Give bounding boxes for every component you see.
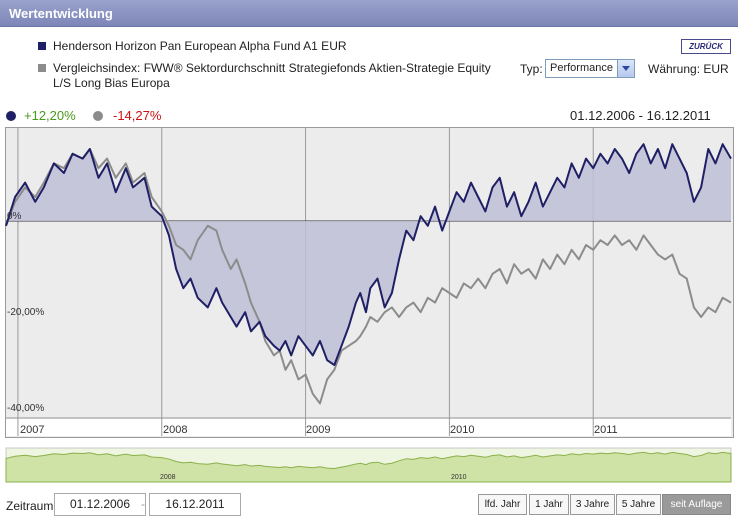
- x-tick-label-2007: 2007: [20, 424, 45, 436]
- title-bar: Wertentwicklung: [0, 0, 738, 27]
- type-select-value: Performance: [550, 62, 613, 74]
- index-dot-icon: [93, 111, 103, 121]
- performance-chart[interactable]: [0, 0, 738, 440]
- navigator-label-2008: 2008: [160, 474, 176, 481]
- index-legend-label-2: L/S Long Bias Europa: [53, 76, 170, 90]
- back-button[interactable]: ZURÜCK: [681, 39, 731, 54]
- x-tick-label-2008: 2008: [163, 424, 188, 436]
- y-tick-label-minus20: -20,00%: [7, 307, 45, 318]
- y-tick-label-0: 0%: [7, 211, 22, 222]
- x-axis-strip: [6, 419, 731, 436]
- date-to-input[interactable]: 16.12.2011: [149, 493, 241, 516]
- fund-legend-swatch: [38, 42, 46, 50]
- period-button-5y[interactable]: 5 Jahre: [616, 494, 661, 515]
- period-button-since-inception[interactable]: seit Auflage: [662, 494, 731, 515]
- type-select[interactable]: Performance: [545, 59, 635, 78]
- period-button-3y[interactable]: 3 Jahre: [570, 494, 615, 515]
- period-button-ytd[interactable]: lfd. Jahr: [478, 494, 527, 515]
- date-separator: -: [141, 497, 145, 511]
- x-tick-label-2011: 2011: [594, 424, 618, 436]
- date-from-input[interactable]: 01.12.2006: [54, 493, 146, 516]
- fund-series-line[interactable]: [5, 143, 732, 366]
- index-legend-swatch: [38, 64, 46, 72]
- x-tick-label-2010: 2010: [450, 424, 475, 436]
- timeline-navigator[interactable]: [0, 440, 738, 490]
- fund-performance: +12,20%: [24, 108, 76, 123]
- date-range: 01.12.2006 - 16.12.2011: [570, 108, 711, 123]
- y-tick-label-minus40: -40,00%: [7, 403, 45, 414]
- currency-label: Währung: EUR: [648, 62, 729, 76]
- typ-label: Typ:: [520, 62, 543, 76]
- navigator-label-2010: 2010: [451, 474, 467, 481]
- chevron-down-icon[interactable]: [617, 60, 634, 77]
- zeitraum-label: Zeitraum:: [6, 499, 57, 513]
- period-button-1y[interactable]: 1 Jahr: [529, 494, 569, 515]
- page-title: Wertentwicklung: [9, 6, 113, 21]
- fund-area-fill: [6, 144, 731, 365]
- navigator-area: [5, 451, 732, 483]
- index-series-line[interactable]: [5, 148, 732, 405]
- fund-dot-icon: [6, 111, 16, 121]
- index-performance: -14,27%: [113, 108, 162, 123]
- index-legend-label-1: Vergleichsindex: FWW® Sektordurchschnitt…: [53, 61, 491, 75]
- fund-legend-label: Henderson Horizon Pan European Alpha Fun…: [53, 39, 347, 53]
- x-tick-label-2009: 2009: [306, 424, 331, 436]
